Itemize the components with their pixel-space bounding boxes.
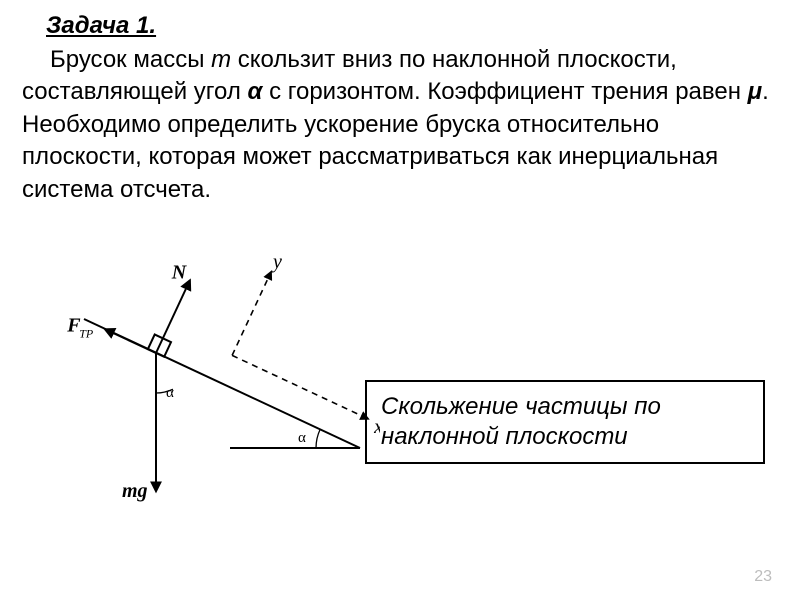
svg-text:y: y xyxy=(271,258,282,273)
page-number: 23 xyxy=(754,568,772,586)
svg-text:mg: mg xyxy=(122,480,148,502)
svg-text:α: α xyxy=(166,385,174,401)
svg-text:α: α xyxy=(298,430,306,446)
svg-text:ТР: ТР xyxy=(79,326,94,340)
caption-box: Скольжение частицы по наклонной плоскост… xyxy=(365,380,765,464)
problem-paragraph: Брусок массы m скользит вниз по наклонно… xyxy=(22,44,778,206)
problem-title: Задача 1. xyxy=(46,12,778,40)
inclined-plane-diagram: xyNFТРmgαα xyxy=(60,258,380,538)
svg-text:N: N xyxy=(171,261,188,283)
caption-text: Скольжение частицы по наклонной плоскост… xyxy=(381,393,661,450)
